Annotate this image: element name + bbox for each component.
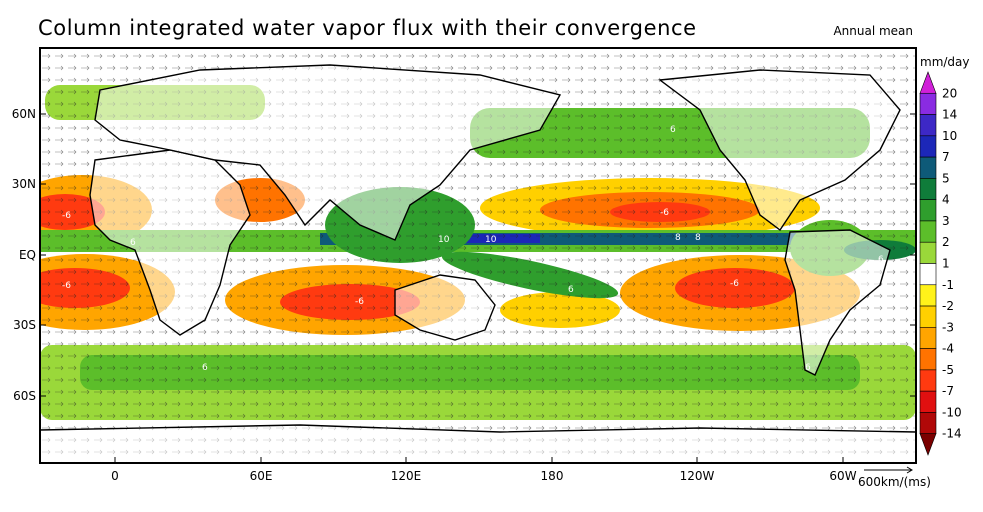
lon-label: 180 [541, 469, 564, 483]
contour-label: -6 [730, 279, 739, 289]
reference-vector-label: 600km/(ms) [858, 475, 931, 489]
colorbar-unit: mm/day [920, 55, 970, 69]
colorbar-swatch [919, 390, 937, 413]
coast-south-america [784, 229, 891, 376]
contour-label: -6 [660, 208, 669, 218]
colorbar-level-label: -2 [942, 299, 954, 313]
colorbar-swatch [919, 220, 937, 243]
colorbar-level-label: -4 [942, 342, 954, 356]
reference-vector: 600km/(ms) [858, 466, 931, 489]
contour-label: 8 [675, 233, 681, 243]
colorbar-level-label: -5 [942, 363, 954, 377]
colorbar-level-label: 10 [942, 129, 957, 143]
lat-label: 60S [13, 389, 36, 403]
colorbar-swatch [919, 178, 937, 200]
colorbar-level-label: 2 [942, 235, 950, 249]
contour-label: -6 [62, 281, 71, 291]
colorbar-swatch [919, 348, 937, 371]
contour-label: 8 [695, 233, 701, 243]
coast-antarctica [40, 424, 916, 463]
colorbar-swatch [919, 92, 937, 115]
coast-australia [394, 274, 496, 341]
lat-label: 30N [12, 177, 36, 191]
contour-label: 6 [880, 97, 886, 107]
colorbar-swatch [919, 114, 937, 137]
colorbar-level-label: 5 [942, 171, 950, 185]
colorbar-level-label: -7 [942, 384, 954, 398]
coast-africa [89, 149, 251, 336]
coast-north-america [658, 69, 901, 232]
contour-label: 10 [485, 235, 497, 245]
map-title: Column integrated water vapor flux with … [38, 16, 697, 40]
colorbar-level-label: 14 [942, 108, 957, 122]
colorbar-swatch [919, 263, 937, 286]
colorbar-swatch [919, 412, 937, 435]
lat-axis [40, 113, 916, 397]
contour-label: 8 [345, 188, 351, 198]
colorbar-swatch [919, 241, 937, 264]
contour-label: 6 [670, 125, 676, 135]
colorbar-swatch [919, 369, 937, 392]
colorbar-level-label: -14 [942, 427, 962, 441]
contour-label: 10 [438, 235, 450, 245]
contour-labels: 6 8 10 10 8 8 6 6 -6 -6 -6 -6 -6 6 6 6 6 [62, 97, 886, 373]
colorbar-swatch [919, 199, 937, 222]
lon-label: 60E [250, 469, 273, 483]
colorbar-level-label: 1 [942, 257, 950, 271]
lon-axis [114, 457, 844, 463]
colorbar-swatch [919, 433, 937, 456]
colorbar-level-label: 3 [942, 214, 950, 228]
coastlines [40, 64, 916, 463]
contour-label: 6 [130, 238, 136, 248]
map-subtitle: Annual mean [833, 24, 913, 38]
convergence-field: 6 8 10 10 8 8 6 6 -6 -6 -6 -6 -6 6 6 6 6 [40, 48, 916, 463]
contour-label: 6 [878, 255, 884, 265]
colorbar-swatch [919, 284, 937, 307]
colorbar-swatch [919, 156, 937, 179]
colorbar-level-label: -3 [942, 320, 954, 334]
colorbar-swatch [919, 135, 937, 158]
colorbar-swatch [919, 305, 937, 328]
lat-label: 60N [12, 107, 36, 121]
lon-label: 0 [111, 469, 119, 483]
colorbar-swatch [919, 71, 937, 94]
lat-label: 30S [13, 318, 36, 332]
lon-label: 120E [391, 469, 422, 483]
coast-europe-asia [94, 64, 562, 241]
colorbar-swatch [919, 327, 937, 349]
colorbar-level-label: 20 [942, 86, 957, 100]
contour-label: -6 [62, 211, 71, 221]
contour-label: -6 [355, 297, 364, 307]
contour-label: 6 [805, 363, 811, 373]
colorbar-level-label: 4 [942, 193, 950, 207]
colorbar: 20 14 10 7 5 4 3 2 1 -1 -2 -3 -4 -5 -7 -10 -14 [919, 71, 962, 456]
colorbar-level-label: 7 [942, 150, 950, 164]
lon-label: 120W [680, 469, 715, 483]
contour-label: 6 [568, 285, 574, 295]
colorbar-level-label: -1 [942, 278, 954, 292]
lat-label: EQ [19, 248, 36, 262]
contour-label: 6 [202, 363, 208, 373]
lon-label: 60W [829, 469, 856, 483]
colorbar-level-label: -10 [942, 405, 962, 419]
